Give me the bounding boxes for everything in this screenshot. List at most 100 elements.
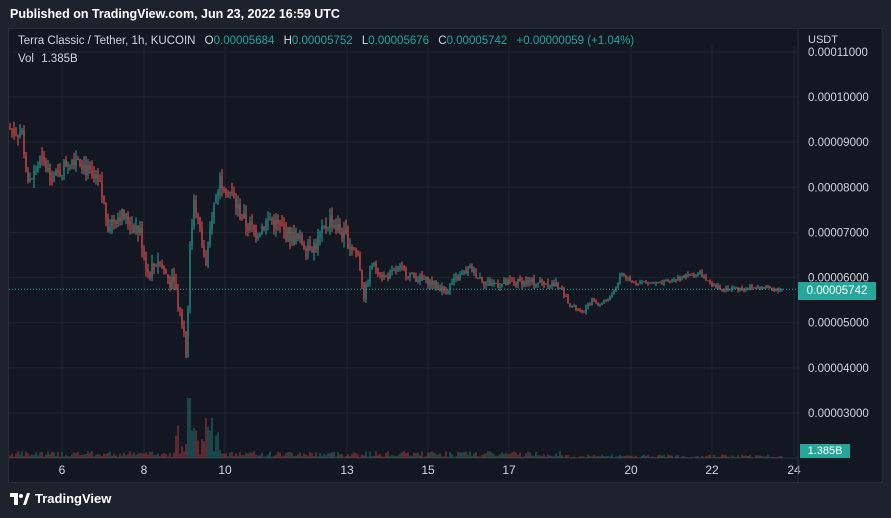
candle-body (591, 298, 593, 306)
candle-body (409, 273, 411, 277)
volume-bar (73, 452, 75, 458)
candle-body (715, 285, 717, 288)
candle-body (155, 265, 157, 267)
candle-body (519, 278, 521, 281)
candle-body (269, 218, 271, 220)
volume-bar (313, 455, 315, 458)
candle-body (589, 303, 591, 306)
volume-bar (275, 454, 277, 458)
candle-body (91, 168, 93, 174)
volume-bar (507, 454, 509, 458)
volume-bar (69, 456, 71, 458)
candle-body (105, 202, 107, 218)
volume-bar (669, 454, 671, 458)
volume-bar (179, 453, 181, 458)
volume-bar (11, 453, 13, 458)
volume-bar (503, 454, 505, 458)
candle-body (165, 269, 167, 275)
candle-body (311, 250, 313, 252)
volume-bar (231, 451, 233, 458)
volume-bar (653, 456, 655, 458)
candle-body (17, 135, 19, 137)
volume-bar (183, 451, 185, 458)
volume-bar (587, 454, 589, 458)
volume-bar (441, 456, 443, 458)
candle-body (241, 217, 243, 219)
candle-body (307, 245, 309, 252)
volume-bar (665, 457, 667, 458)
candle-body (29, 178, 31, 182)
volume-bar (67, 456, 69, 458)
candle-body (713, 285, 715, 287)
candle-body (569, 303, 571, 307)
candle-body (779, 289, 781, 291)
volume-bar (649, 457, 651, 458)
candle-body (73, 159, 75, 166)
volume-bar (145, 452, 147, 458)
candle-body (567, 296, 569, 304)
volume-bar (133, 452, 135, 458)
volume-bar (167, 456, 169, 458)
volume-bar (499, 454, 501, 458)
volume-bar (533, 456, 535, 458)
candle-body (445, 290, 447, 294)
volume-bar (603, 456, 605, 458)
volume-bar (45, 454, 47, 458)
volume-bar (361, 454, 363, 458)
volume-bar (267, 454, 269, 458)
volume-bar (581, 456, 583, 458)
candle-body (413, 272, 415, 277)
candle-body (257, 236, 259, 239)
volume-bar (463, 452, 465, 458)
volume-bar (141, 453, 143, 458)
currency-label[interactable]: USDT (808, 34, 838, 46)
chart-panel[interactable] (8, 28, 883, 483)
time-tick-label: 22 (705, 463, 719, 477)
volume-bar (689, 457, 691, 458)
candle-body (27, 171, 29, 182)
candle-body (107, 217, 109, 231)
price-tick-label: 0.00003000 (808, 408, 869, 420)
volume-bar (37, 455, 39, 458)
candle-body (181, 309, 183, 326)
candle-body (541, 279, 543, 282)
candle-body (457, 276, 459, 280)
time-tick-label: 15 (421, 463, 435, 477)
candle-body (605, 300, 607, 302)
volume-bar (683, 455, 685, 458)
volume-bar (535, 451, 537, 458)
candle-body (285, 229, 287, 241)
candle-body (139, 227, 141, 234)
volume-bar (667, 454, 669, 458)
volume-bar (635, 455, 637, 458)
candle-body (673, 279, 675, 281)
volume-bar (85, 454, 87, 458)
candle-body (513, 281, 515, 284)
volume-bar (549, 455, 551, 458)
volume-bar (397, 455, 399, 458)
candle-body (327, 227, 329, 229)
volume-bar (35, 451, 37, 458)
candle-body (387, 276, 389, 279)
candle-body (157, 261, 159, 267)
footer-brand[interactable]: TradingView (10, 491, 111, 506)
candle-body (117, 217, 119, 224)
volume-legend: Vol 1.385B (18, 53, 78, 65)
volume-bar (251, 452, 253, 458)
candle-body (429, 280, 431, 286)
candle-body (537, 282, 539, 284)
volume-bar (491, 452, 493, 458)
volume-bar (143, 453, 145, 458)
volume-bar (531, 455, 533, 458)
candle-body (453, 278, 455, 284)
volume-bar (577, 457, 579, 458)
candle-body (435, 280, 437, 288)
volume-bar (161, 453, 163, 458)
candle-body (697, 273, 699, 275)
candle-body (643, 281, 645, 283)
volume-bar (481, 455, 483, 458)
candle-body (619, 275, 621, 284)
volume-bar (31, 454, 33, 458)
symbol-title[interactable]: Terra Classic / Tether, 1h, KUCOIN (18, 35, 196, 47)
